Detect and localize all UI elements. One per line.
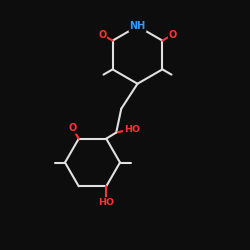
- Text: O: O: [98, 30, 106, 40]
- Text: NH: NH: [130, 21, 146, 31]
- Text: HO: HO: [124, 126, 140, 134]
- Text: O: O: [68, 123, 77, 133]
- Text: HO: HO: [98, 198, 114, 207]
- Text: O: O: [169, 30, 177, 40]
